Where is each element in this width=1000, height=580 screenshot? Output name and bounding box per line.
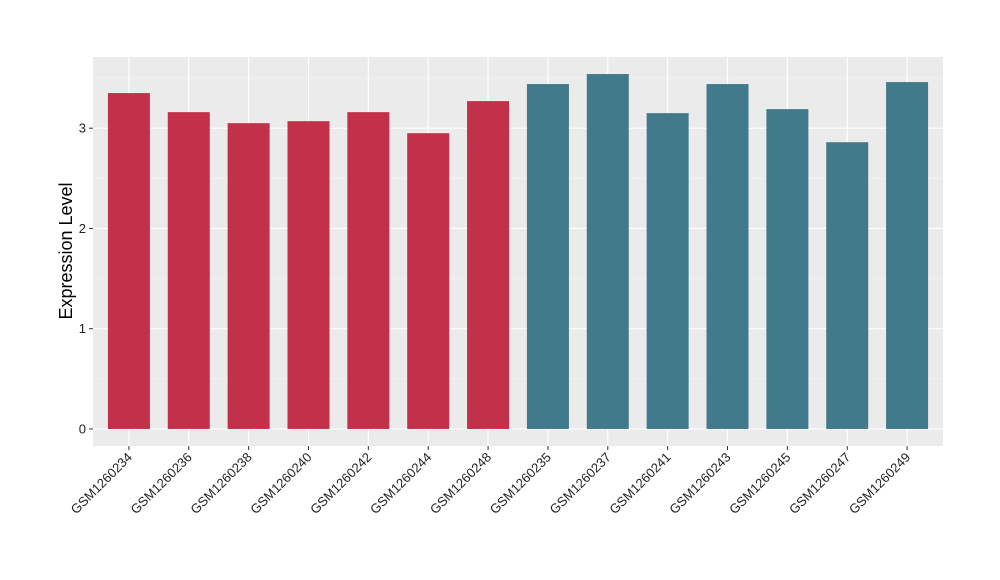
bar-GSM1260248	[467, 101, 510, 429]
bar-GSM1260249	[886, 82, 929, 429]
x-tick-label: GSM1260241	[606, 450, 673, 517]
bar-GSM1260237	[586, 74, 629, 429]
x-tick-label: GSM1260236	[128, 450, 195, 517]
y-tick-label: 3	[79, 121, 86, 136]
x-tick-label: GSM1260235	[487, 450, 554, 517]
x-tick-label: GSM1260240	[247, 450, 314, 517]
x-tick-label: GSM1260237	[547, 450, 614, 517]
bar-GSM1260240	[287, 121, 330, 429]
x-tick-label: GSM1260242	[307, 450, 374, 517]
x-tick-label: GSM1260243	[666, 450, 733, 517]
x-tick-label: GSM1260234	[68, 450, 135, 517]
bar-GSM1260235	[526, 84, 569, 429]
plot-panel	[93, 57, 943, 446]
bar-GSM1260241	[646, 113, 689, 429]
y-tick-label: 2	[79, 221, 86, 236]
bar-GSM1260244	[407, 133, 450, 429]
bar-GSM1260238	[227, 123, 270, 429]
x-tick-label: GSM1260249	[846, 450, 913, 517]
x-tick-label: GSM1260247	[786, 450, 853, 517]
bar-GSM1260242	[347, 112, 390, 429]
y-tick-label: 0	[79, 421, 86, 436]
bar-GSM1260247	[826, 142, 869, 429]
x-tick-label: GSM1260245	[726, 450, 793, 517]
y-axis-label: Expression Level	[56, 182, 76, 319]
bar-GSM1260234	[107, 93, 150, 429]
x-tick-label: GSM1260238	[187, 450, 254, 517]
bar-GSM1260245	[766, 109, 809, 429]
bar-GSM1260243	[706, 84, 749, 429]
x-tick-label: GSM1260244	[367, 450, 434, 517]
x-tick-label: GSM1260248	[427, 450, 494, 517]
bar-GSM1260236	[167, 112, 210, 429]
y-tick-label: 1	[79, 321, 86, 336]
